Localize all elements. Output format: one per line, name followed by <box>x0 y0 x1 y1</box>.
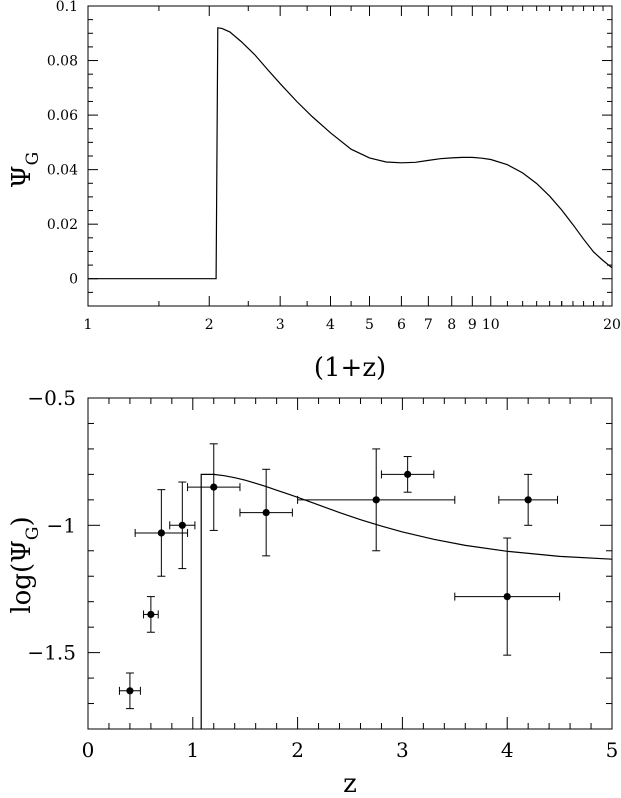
model-curve <box>200 473 613 729</box>
y-tick-label: −0.5 <box>27 386 76 410</box>
data-point <box>126 687 134 695</box>
y-tick-label: 0.04 <box>47 163 78 179</box>
y-tick-label: −1.5 <box>27 641 76 665</box>
y-tick-label: 0.08 <box>47 54 78 70</box>
y-tick-label: 0.02 <box>47 217 78 233</box>
plot-frame <box>87 5 613 307</box>
y-axis-label: ΨG <box>7 152 43 188</box>
data-point <box>524 496 532 504</box>
plot-frame <box>87 397 613 730</box>
x-tick-label: 6 <box>397 317 406 333</box>
data-point <box>178 521 186 529</box>
x-tick-label: 10 <box>482 317 500 333</box>
x-axis-label: (1+z) <box>314 353 386 383</box>
data-point <box>262 508 270 517</box>
x-tick-label: 8 <box>447 317 456 333</box>
y-tick-label: 0 <box>69 272 78 288</box>
x-tick-label: 20 <box>603 317 621 333</box>
x-tick-label: 3 <box>396 738 409 762</box>
y-axis-label: log(ΨG) <box>7 516 43 613</box>
x-tick-label: 1 <box>84 317 93 333</box>
data-point <box>372 496 380 504</box>
data-point <box>157 529 165 537</box>
data-point <box>404 470 412 478</box>
x-tick-label: 9 <box>468 317 477 333</box>
x-tick-label: 3 <box>276 317 285 333</box>
x-tick-label: 4 <box>501 738 514 762</box>
x-tick-label: 5 <box>606 738 619 762</box>
x-tick-label: 2 <box>291 738 304 762</box>
x-tick-label: 4 <box>326 317 335 333</box>
x-axis-label: z <box>343 769 357 798</box>
x-tick-label: 0 <box>82 738 95 762</box>
x-tick-label: 5 <box>365 317 374 333</box>
top-panel: 1 2 3 4 5 6 7 8 9 10 20 0 0.02 0.04 0.06 0.08 0.1 (1+z) ΨG <box>7 0 621 383</box>
x-tick-label: 1 <box>186 738 199 762</box>
y-tick-label: −1 <box>47 513 76 537</box>
psi-curve <box>88 27 613 280</box>
data-point <box>147 610 155 619</box>
x-tick-label: 7 <box>424 317 433 333</box>
data-point <box>503 593 511 601</box>
bottom-panel: 0 1 2 3 4 5 −0.5 −1 −1.5 z log(ΨG) <box>7 386 618 798</box>
x-tick-label: 2 <box>205 317 214 333</box>
y-tick-label: 0.1 <box>56 0 78 15</box>
y-tick-label: 0.06 <box>47 108 78 124</box>
data-point <box>210 483 218 491</box>
